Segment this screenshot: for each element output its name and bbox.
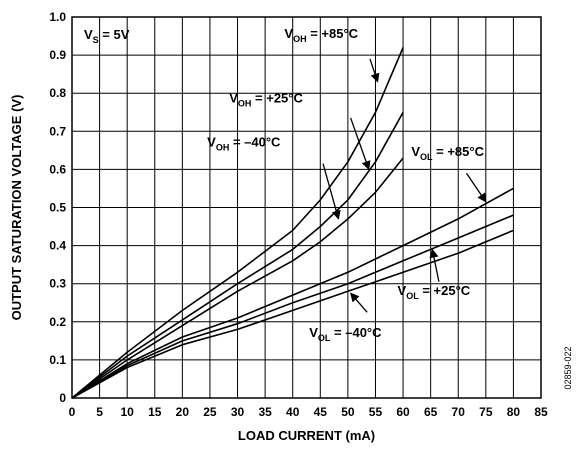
- series-label: VOL = +25°C: [398, 283, 471, 301]
- x-tick-label: 70: [452, 405, 466, 419]
- plot-frame: [71, 16, 542, 399]
- x-tick-label: 50: [341, 405, 355, 419]
- series-line: [71, 111, 404, 399]
- series-line: [71, 47, 404, 399]
- supply-voltage-label: VS = 5V: [84, 27, 130, 45]
- x-tick-label: 85: [534, 405, 548, 419]
- y-tick-label: 0.3: [49, 277, 66, 291]
- tick-labels: 0 5 10 15 20 25 30 35 40 45 50 55 60 65 70 75 80 85 0 0.1 0.…: [49, 10, 548, 419]
- series-label: VOH = –40°C: [207, 135, 281, 153]
- x-tick-label: 80: [507, 405, 521, 419]
- x-tick-label: 30: [231, 405, 245, 419]
- x-tick-label: 35: [258, 405, 272, 419]
- y-tick-label: 0: [59, 391, 66, 405]
- series-line: [71, 214, 514, 399]
- y-tick-label: 0.1: [49, 353, 66, 367]
- series-label: VOL = –40°C: [309, 325, 382, 343]
- series-label: VOH = +25°C: [229, 91, 303, 109]
- y-tick-label: 0.5: [49, 201, 66, 215]
- series-arrow: [350, 292, 368, 313]
- series-lines: [71, 47, 514, 399]
- series-line: [71, 187, 514, 399]
- series-arrow: [322, 163, 341, 220]
- y-tick-label: 0.2: [49, 315, 66, 329]
- series-label: VOH = +85°C: [284, 26, 358, 44]
- x-tick-label: 10: [120, 405, 134, 419]
- y-tick-label: 0.9: [49, 48, 66, 62]
- x-tick-label: 20: [176, 405, 190, 419]
- annotations: VOH = +85°C VOH = +25°C VOH = –40°C VOL = +…: [207, 26, 487, 343]
- series-arrow: [369, 58, 380, 83]
- y-axis-title: OUTPUT SATURATION VOLTAGE (V): [9, 95, 24, 321]
- series-arrow: [429, 248, 440, 282]
- x-tick-label: 75: [479, 405, 493, 419]
- series-arrow: [350, 117, 371, 171]
- x-tick-label: 55: [369, 405, 383, 419]
- y-tick-label: 0.4: [49, 239, 66, 253]
- x-tick-label: 15: [148, 405, 162, 419]
- x-tick-label: 40: [286, 405, 300, 419]
- y-tick-label: 1.0: [49, 10, 66, 24]
- x-tick-label: 65: [424, 405, 438, 419]
- figure-number: 02859-022: [563, 346, 573, 389]
- x-tick-label: 0: [69, 405, 76, 419]
- y-tick-label: 0.7: [49, 124, 66, 138]
- x-tick-label: 45: [314, 405, 328, 419]
- x-axis-title: LOAD CURRENT (mA): [238, 428, 375, 443]
- y-tick-label: 0.6: [49, 162, 66, 176]
- x-tick-label: 25: [203, 405, 217, 419]
- series-label: VOL = +85°C: [411, 144, 484, 162]
- series-arrow: [465, 172, 487, 203]
- x-tick-label: 60: [396, 405, 410, 419]
- x-tick-label: 5: [96, 405, 103, 419]
- y-tick-label: 0.8: [49, 86, 66, 100]
- series-line: [71, 229, 514, 399]
- series-line: [71, 157, 404, 399]
